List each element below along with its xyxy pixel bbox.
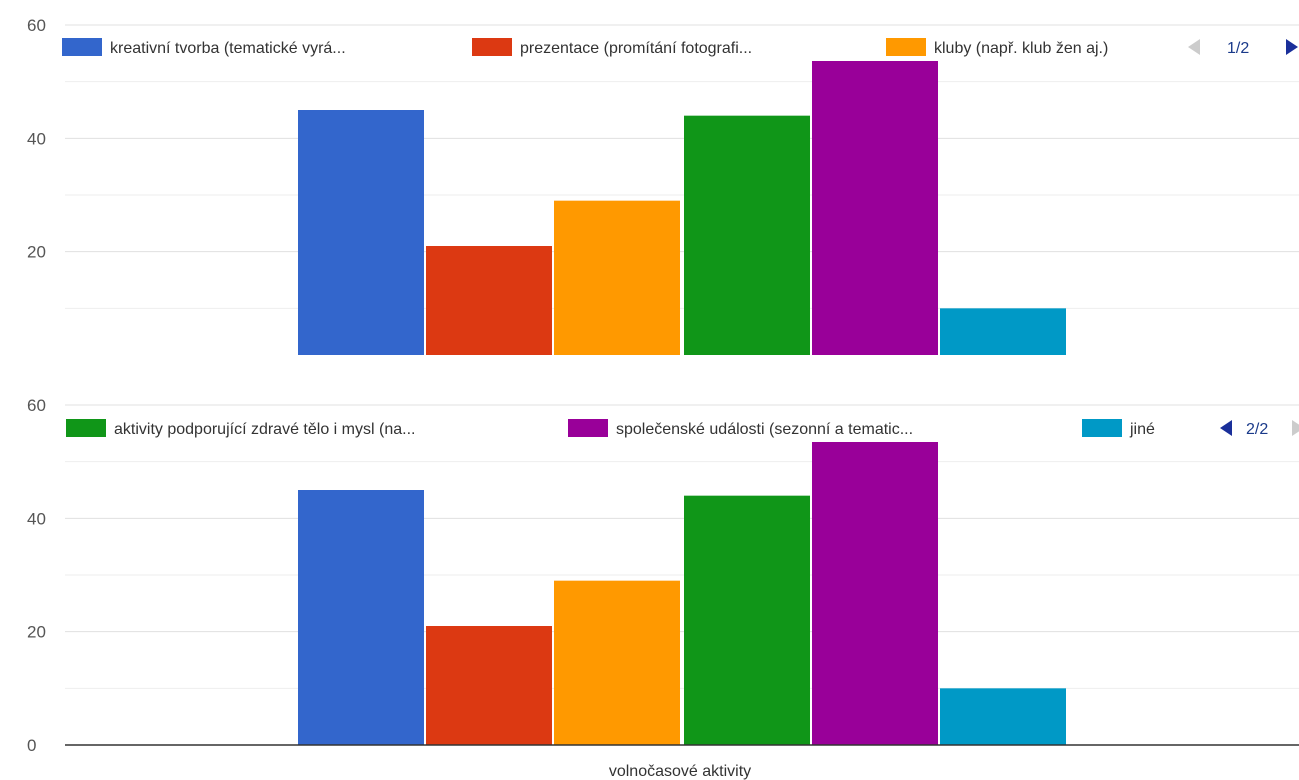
bar-5 — [812, 439, 938, 745]
legend-swatch — [62, 38, 102, 56]
bar-2 — [426, 246, 552, 355]
y-tick-label: 60 — [27, 396, 46, 415]
legend-label: prezentace (promítání fotografi... — [520, 40, 752, 57]
legend-swatch — [66, 419, 106, 437]
legend-swatch — [1082, 419, 1122, 437]
legend-label: společenské události (sezonní a tematic.… — [616, 421, 913, 438]
bar-1 — [298, 110, 424, 355]
pager-next-icon[interactable] — [1292, 420, 1299, 436]
pager-prev-icon[interactable] — [1220, 420, 1232, 436]
legend-swatch — [472, 38, 512, 56]
bar-6 — [940, 308, 1066, 355]
y-tick-label: 40 — [27, 129, 46, 148]
x-axis-category-label: volnočasové aktivity — [609, 763, 751, 780]
pager-next-icon[interactable] — [1286, 39, 1298, 55]
y-tick-label: 20 — [27, 623, 46, 642]
bar-4 — [684, 495, 810, 745]
y-tick-label: 0 — [27, 736, 36, 755]
y-tick-label: 40 — [27, 509, 46, 528]
pager-label: 2/2 — [1246, 421, 1268, 438]
bar-5 — [812, 59, 938, 355]
legend-swatch — [568, 419, 608, 437]
legend-background — [55, 33, 1299, 61]
bar-1 — [298, 490, 424, 745]
bar-3 — [554, 580, 680, 745]
legend-label: kluby (např. klub žen aj.) — [934, 40, 1108, 57]
pager-label: 1/2 — [1227, 40, 1249, 57]
legend-label: jiné — [1129, 421, 1155, 438]
y-tick-label: 60 — [27, 16, 46, 35]
bar-3 — [554, 200, 680, 355]
bar-2 — [426, 626, 552, 745]
legend-label: kreativní tvorba (tematické vyrá... — [110, 40, 346, 57]
y-tick-label: 20 — [27, 243, 46, 262]
legend-label: aktivity podporující zdravé tělo i mysl … — [114, 421, 415, 438]
bar-6 — [940, 688, 1066, 745]
legend-swatch — [886, 38, 926, 56]
pager-prev-icon[interactable] — [1188, 39, 1200, 55]
bar-4 — [684, 115, 810, 356]
